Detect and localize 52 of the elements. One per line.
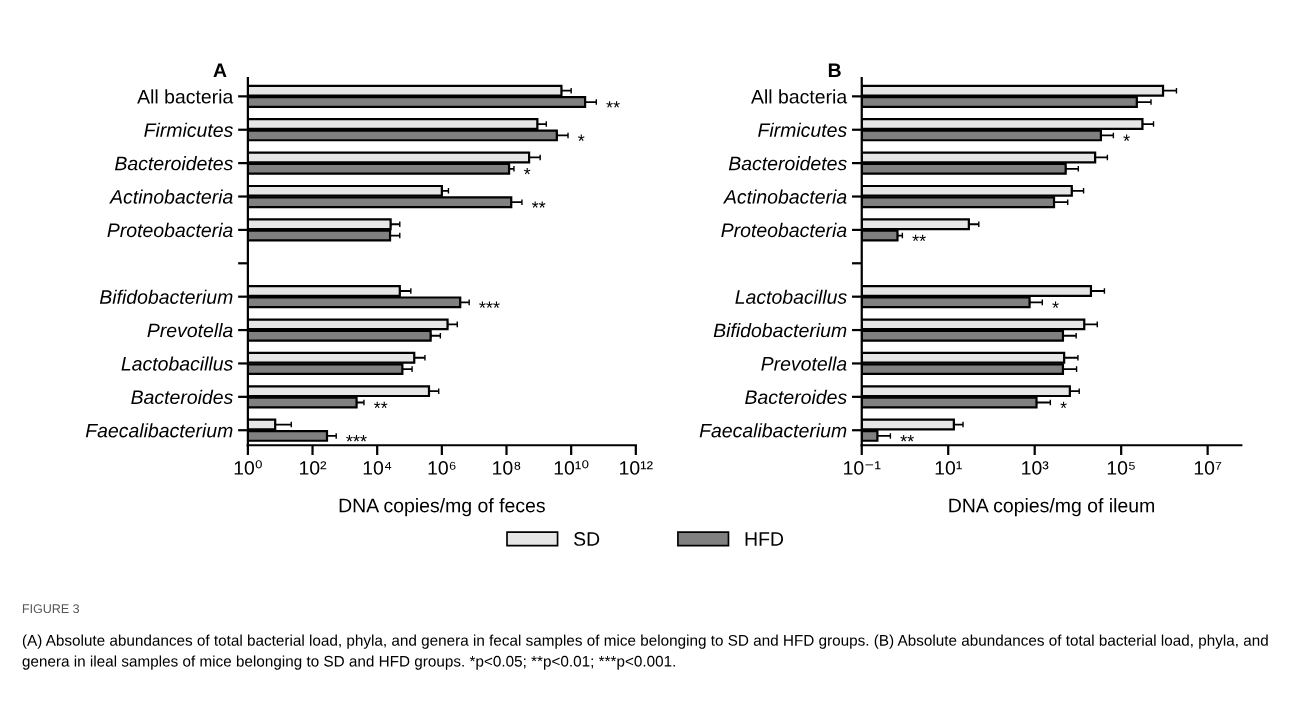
y-tick-label: Firmicutes (144, 122, 233, 137)
y-tick-label: Prevotella (147, 323, 233, 338)
annotation: ** (373, 401, 388, 409)
y-tick-label: Bacteroidetes (728, 156, 847, 171)
y-tick-label: Firmicutes (758, 122, 847, 137)
x-tick-label: 10¹² (620, 461, 653, 475)
caption: FIGURE 3 (22, 604, 80, 614)
chart-title: A (213, 63, 227, 77)
y-tick-label: Lactobacillus (121, 356, 233, 371)
y-tick-label: Bacteroides (745, 389, 847, 405)
y-tick-label: Proteobacteria (107, 222, 233, 238)
y-tick-label: Actinobacteria (109, 189, 233, 204)
x-tick-label: 10⁶ (428, 461, 456, 475)
y-tick-label: Prevotella (761, 356, 847, 371)
annotation: * (1123, 134, 1130, 141)
chart-title: B (828, 63, 841, 77)
x-tick-label: 10⁸ (493, 461, 521, 475)
y-tick-label: Bifidobacterium (713, 323, 847, 338)
x-tick-label: 10⁴ (363, 461, 392, 475)
y-tick-label: Bacteroidetes (115, 156, 233, 171)
annotation: *** (479, 301, 500, 308)
annotation: ** (531, 201, 546, 208)
x-tick-label: 10¹⁰ (554, 460, 589, 475)
annotation: * (523, 168, 531, 175)
x-tick-label: 10⁰ (234, 460, 262, 475)
annotation: ** (912, 234, 926, 242)
annotation: ** (606, 101, 620, 108)
y-tick-label: Proteobacteria (721, 222, 847, 238)
x-tick-label: 10¹ (935, 461, 962, 475)
annotation: * (578, 134, 585, 141)
annotation: * (1052, 301, 1059, 308)
annotation: *** (346, 435, 367, 442)
x-tick-label: 10⁷ (1194, 461, 1222, 475)
y-tick-label: All bacteria (137, 89, 234, 104)
y-tick-label: Lactobacillus (735, 289, 847, 304)
legend-label: HFD (745, 532, 784, 546)
annotation: * (1060, 401, 1067, 409)
x-tick-label: 10⁻¹ (844, 461, 881, 475)
y-tick-label: Bacteroides (131, 389, 233, 405)
legend-label: SD (574, 532, 600, 546)
y-tick-label: All bacteria (751, 89, 848, 104)
x-tick-label: 10³ (1022, 461, 1049, 475)
y-tick-label: Actinobacteria (722, 189, 847, 204)
x-axis-title: DNA copies/mg of feces (339, 498, 545, 517)
x-tick-label: 10² (299, 461, 327, 475)
annotation: ** (900, 435, 914, 442)
y-tick-label: Faecalibacterium (699, 423, 847, 438)
x-tick-label: 10⁵ (1107, 461, 1135, 475)
y-tick-label: Bifidobacterium (99, 289, 233, 304)
x-axis-title: DNA copies/mg of ileum (949, 498, 1154, 517)
text: (A) Absolute abundances of total bacterial load, phyla, and genera in fecal samples of mice belonging to SD and HFD groups. (B) Absolute abundances of total bacterial load, phyla, and genera in ileal samples of mice belonging to SD and HFD groups. *p<0.05; **p<0.01; ***p<0.001. (22, 634, 1268, 670)
y-tick-label: Faecalibacterium (85, 423, 233, 438)
